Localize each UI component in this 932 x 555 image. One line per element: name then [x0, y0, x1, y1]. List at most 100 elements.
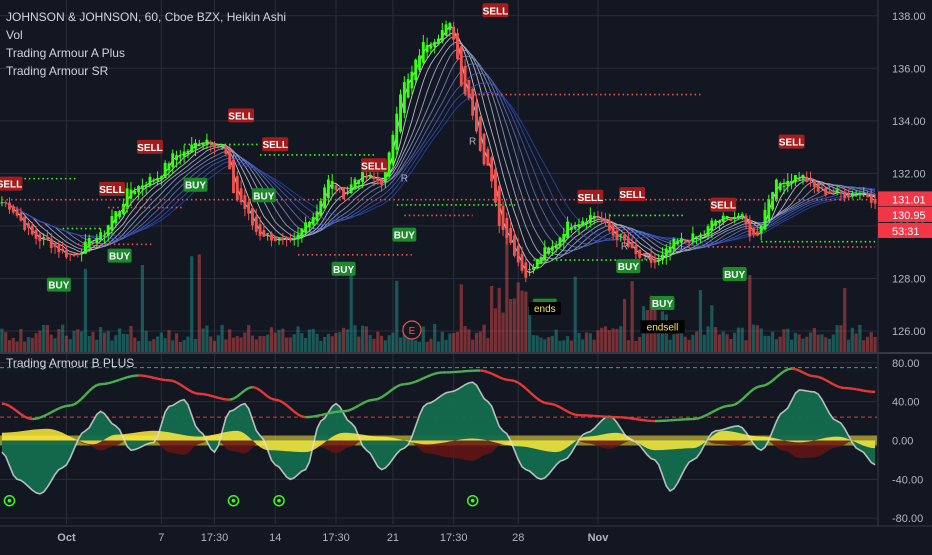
- candle-body: [84, 242, 87, 254]
- volume-bar: [300, 333, 303, 352]
- volume-bar: [513, 298, 516, 352]
- candle-body: [12, 206, 15, 212]
- candle-body: [502, 206, 505, 230]
- osc-trend-segment: [249, 387, 253, 388]
- volume-bar: [813, 328, 816, 352]
- candle-body: [612, 226, 615, 236]
- sell-signal-label: SELL: [710, 201, 736, 212]
- candle-body: [756, 231, 759, 235]
- volume-bar: [380, 336, 383, 352]
- candle-body: [156, 178, 159, 180]
- volume-bar: [862, 340, 865, 352]
- candle-body: [486, 149, 489, 165]
- volume-bar: [703, 335, 706, 352]
- osc-trend-segment: [723, 406, 727, 407]
- indicator-sr[interactable]: Trading Armour SR: [6, 62, 286, 80]
- volume-bar: [15, 341, 18, 352]
- volume-bar: [543, 339, 546, 352]
- osc-star-dot: [277, 499, 281, 503]
- volume-bar: [779, 337, 782, 352]
- volume-bar: [874, 337, 877, 352]
- candle-body: [38, 234, 41, 241]
- time-axis-label: 17:30: [201, 532, 229, 544]
- osc-trend-segment: [192, 392, 196, 394]
- candle-body: [726, 216, 729, 219]
- sub-pane-title[interactable]: Trading Armour B PLUS: [6, 356, 134, 370]
- candle-body: [513, 235, 516, 255]
- volume-bar: [53, 338, 56, 352]
- candle-body: [604, 219, 607, 222]
- candle-body: [373, 176, 376, 179]
- volume-bar: [126, 334, 129, 352]
- volume-bar: [148, 341, 151, 352]
- volume-bar: [524, 291, 527, 352]
- volume-bar: [775, 339, 778, 352]
- candle-body: [65, 250, 68, 258]
- candle-body: [555, 245, 558, 249]
- candle-body: [304, 222, 307, 232]
- candle-body: [441, 30, 444, 41]
- osc-trend-segment: [142, 376, 146, 377]
- osc-trend-segment: [222, 399, 226, 400]
- osc-trend-segment: [363, 401, 367, 403]
- candle-body: [786, 181, 789, 186]
- volume-bar: [418, 342, 421, 352]
- volume-bar: [65, 336, 68, 352]
- volume-bar: [790, 340, 793, 352]
- volume-bar: [255, 339, 258, 352]
- osc-trend-segment: [2, 404, 6, 405]
- volume-bar: [243, 332, 246, 352]
- volume-bar: [221, 325, 224, 352]
- osc-trend-segment: [435, 373, 439, 374]
- symbol-title[interactable]: JOHNSON & JOHNSON, 60, Cboe BZX, Heikin …: [6, 8, 286, 26]
- volume-bar: [452, 333, 455, 352]
- osc-star-dot: [232, 499, 236, 503]
- volume-bar: [866, 337, 869, 352]
- volume-bar: [570, 341, 573, 352]
- candle-body: [551, 246, 554, 250]
- osc-trend-segment: [423, 377, 427, 379]
- osc-trend-segment: [552, 404, 556, 405]
- indicator-vol[interactable]: Vol: [6, 26, 286, 44]
- volume-bar: [672, 334, 675, 352]
- candle-body: [634, 245, 637, 254]
- candle-body: [331, 181, 334, 189]
- r-annotation: R: [401, 173, 408, 184]
- sell-signal-label: SELL: [228, 111, 254, 122]
- volume-bar: [232, 338, 235, 352]
- volume-bar: [0, 329, 3, 352]
- osc-trend-segment: [636, 419, 640, 420]
- candle-body: [490, 157, 493, 181]
- volume-bar: [444, 340, 447, 352]
- volume-bar: [851, 328, 854, 352]
- osc-trend-segment: [412, 382, 416, 383]
- candle-body: [862, 193, 865, 194]
- candle-body: [828, 191, 831, 193]
- osc-trend-segment: [807, 374, 811, 375]
- candle-body: [779, 183, 782, 190]
- candle-body: [388, 152, 391, 176]
- osc-trend-segment: [431, 374, 435, 375]
- volume-bar: [460, 284, 463, 352]
- candle-body: [475, 102, 478, 131]
- candle-body: [130, 190, 133, 199]
- candle-body: [615, 231, 618, 240]
- candle-body: [460, 46, 463, 86]
- volume-bar: [441, 332, 444, 352]
- sell-signal-label: SELL: [137, 143, 163, 154]
- osc-trend-segment: [514, 381, 518, 383]
- candle-body: [76, 254, 79, 255]
- volume-bar: [217, 335, 220, 352]
- candle-body: [764, 210, 767, 230]
- candle-body: [464, 66, 467, 94]
- volume-bar: [855, 334, 858, 352]
- candle-body: [858, 193, 861, 195]
- candle-body: [566, 222, 569, 238]
- candle-body: [23, 217, 26, 230]
- osc-trend-segment: [571, 413, 575, 414]
- volume-bar: [581, 339, 584, 352]
- candle-body: [262, 230, 265, 237]
- indicator-a-plus[interactable]: Trading Armour A Plus: [6, 44, 286, 62]
